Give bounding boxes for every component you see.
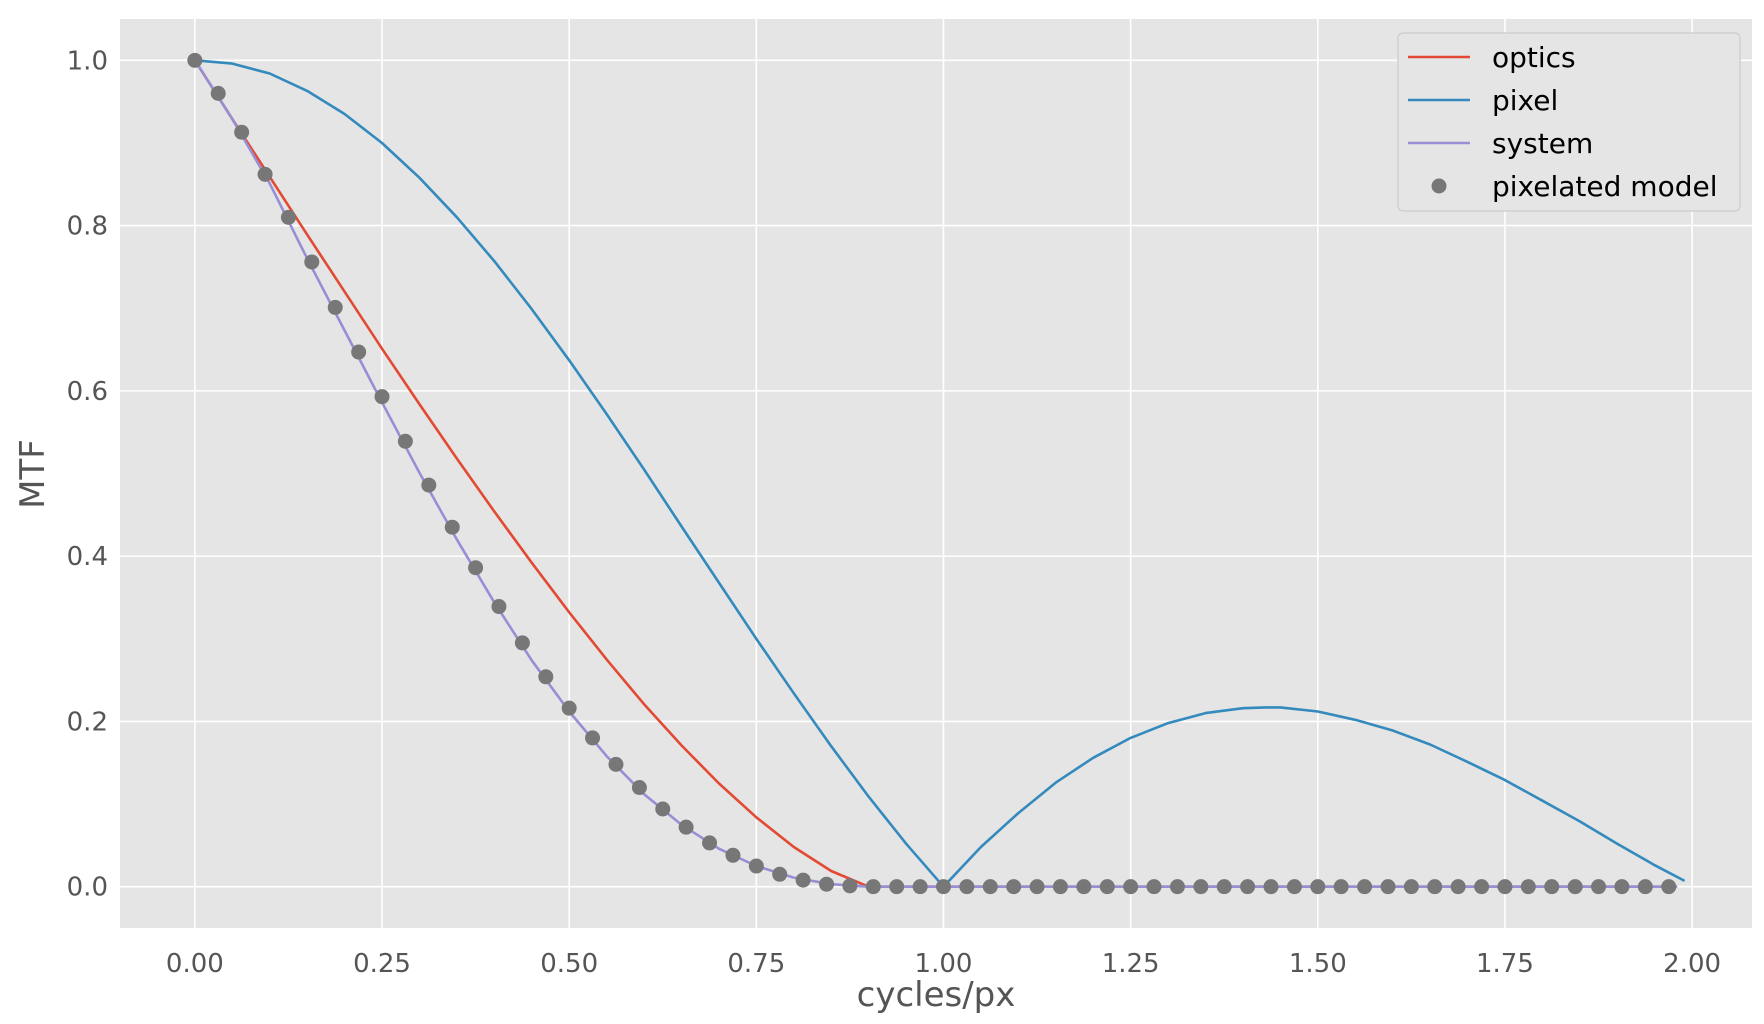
data-point-pixelated-model — [351, 344, 367, 360]
data-point-pixelated-model — [444, 519, 460, 535]
data-point-pixelated-model — [491, 599, 507, 615]
data-point-pixelated-model — [1240, 879, 1256, 895]
data-point-pixelated-model — [631, 780, 647, 796]
y-tick-label: 1.0 — [67, 46, 108, 76]
legend-label-pixelated-model: pixelated model — [1492, 170, 1718, 203]
y-tick-label: 0.6 — [67, 377, 108, 407]
data-point-pixelated-model — [1474, 879, 1490, 895]
data-point-pixelated-model — [1333, 879, 1349, 895]
x-axis-label: cycles/px — [857, 975, 1016, 1015]
data-point-pixelated-model — [1099, 879, 1115, 895]
data-point-pixelated-model — [1403, 879, 1419, 895]
data-point-pixelated-model — [959, 879, 975, 895]
data-point-pixelated-model — [725, 847, 741, 863]
y-tick-label: 0.0 — [67, 873, 108, 903]
legend-label-system: system — [1492, 127, 1593, 160]
data-point-pixelated-model — [1286, 879, 1302, 895]
data-point-pixelated-model — [702, 835, 718, 851]
data-point-pixelated-model — [1052, 879, 1068, 895]
legend-label-optics: optics — [1492, 41, 1576, 74]
data-point-pixelated-model — [304, 254, 320, 270]
data-point-pixelated-model — [397, 433, 413, 449]
x-tick-label: 1.50 — [1289, 949, 1347, 979]
y-tick-label: 0.8 — [67, 212, 108, 242]
y-tick-label: 0.4 — [67, 542, 108, 572]
data-point-pixelated-model — [608, 756, 624, 772]
data-point-pixelated-model — [1216, 879, 1232, 895]
data-point-pixelated-model — [187, 52, 203, 68]
data-point-pixelated-model — [982, 879, 998, 895]
data-point-pixelated-model — [912, 879, 928, 895]
data-point-pixelated-model — [257, 166, 273, 182]
x-tick-label: 1.25 — [1102, 949, 1160, 979]
data-point-pixelated-model — [1380, 879, 1396, 895]
series-layer — [187, 52, 1686, 895]
data-point-pixelated-model — [1427, 879, 1443, 895]
data-point-pixelated-model — [234, 124, 250, 140]
data-point-pixelated-model — [1614, 879, 1630, 895]
data-point-pixelated-model — [865, 879, 881, 895]
data-point-pixelated-model — [819, 876, 835, 892]
data-point-pixelated-model — [1263, 879, 1279, 895]
data-point-pixelated-model — [1193, 879, 1209, 895]
data-point-pixelated-model — [1123, 879, 1139, 895]
data-point-pixelated-model — [1357, 879, 1373, 895]
data-point-pixelated-model — [585, 730, 601, 746]
data-point-pixelated-model — [374, 389, 390, 405]
data-point-pixelated-model — [1450, 879, 1466, 895]
data-point-pixelated-model — [514, 635, 530, 651]
data-point-pixelated-model — [842, 878, 858, 894]
data-point-pixelated-model — [538, 669, 554, 685]
data-point-pixelated-model — [772, 866, 788, 882]
y-tick-label: 0.2 — [67, 707, 108, 737]
data-point-pixelated-model — [678, 819, 694, 835]
data-point-pixelated-model — [1497, 879, 1513, 895]
data-point-pixelated-model — [655, 801, 671, 817]
legend-label-pixel: pixel — [1492, 84, 1558, 117]
x-tick-label: 0.75 — [727, 949, 785, 979]
data-point-pixelated-model — [210, 85, 226, 101]
data-point-pixelated-model — [280, 209, 296, 225]
data-point-pixelated-model — [1169, 879, 1185, 895]
data-point-pixelated-model — [1567, 879, 1583, 895]
data-point-pixelated-model — [1661, 879, 1677, 895]
data-point-pixelated-model — [421, 477, 437, 493]
tick-labels: 0.00 0.25 0.50 0.75 1.00 1.25 1.50 1.75 2.00 0.0 0… — [67, 46, 1721, 979]
series-line-system — [193, 59, 1678, 889]
data-point-pixelated-model — [1520, 879, 1536, 895]
data-point-pixelated-model — [327, 299, 343, 315]
series-line-pixel — [194, 59, 1686, 889]
data-point-pixelated-model — [1591, 879, 1607, 895]
x-tick-label: 0.50 — [540, 949, 598, 979]
x-tick-label: 0.00 — [166, 949, 224, 979]
legend: optics pixel system pixelated model — [1397, 32, 1741, 212]
legend-swatch-pixelated-model — [1431, 178, 1447, 194]
data-point-pixelated-model — [1146, 879, 1162, 895]
data-point-pixelated-model — [935, 879, 951, 895]
legend-box — [1397, 32, 1741, 212]
x-tick-label: 1.00 — [915, 949, 973, 979]
data-point-pixelated-model — [1029, 879, 1045, 895]
data-point-pixelated-model — [1076, 879, 1092, 895]
data-point-pixelated-model — [1310, 879, 1326, 895]
x-tick-label: 2.00 — [1663, 949, 1721, 979]
x-tick-label: 1.75 — [1476, 949, 1534, 979]
data-point-pixelated-model — [795, 872, 811, 888]
data-point-pixelated-model — [561, 700, 577, 716]
x-tick-label: 0.25 — [353, 949, 411, 979]
data-point-pixelated-model — [468, 560, 484, 576]
data-point-pixelated-model — [1006, 879, 1022, 895]
data-point-pixelated-model — [1637, 879, 1653, 895]
data-point-pixelated-model — [889, 879, 905, 895]
y-axis-label: MTF — [13, 439, 53, 509]
data-point-pixelated-model — [748, 858, 764, 874]
data-point-pixelated-model — [1544, 879, 1560, 895]
